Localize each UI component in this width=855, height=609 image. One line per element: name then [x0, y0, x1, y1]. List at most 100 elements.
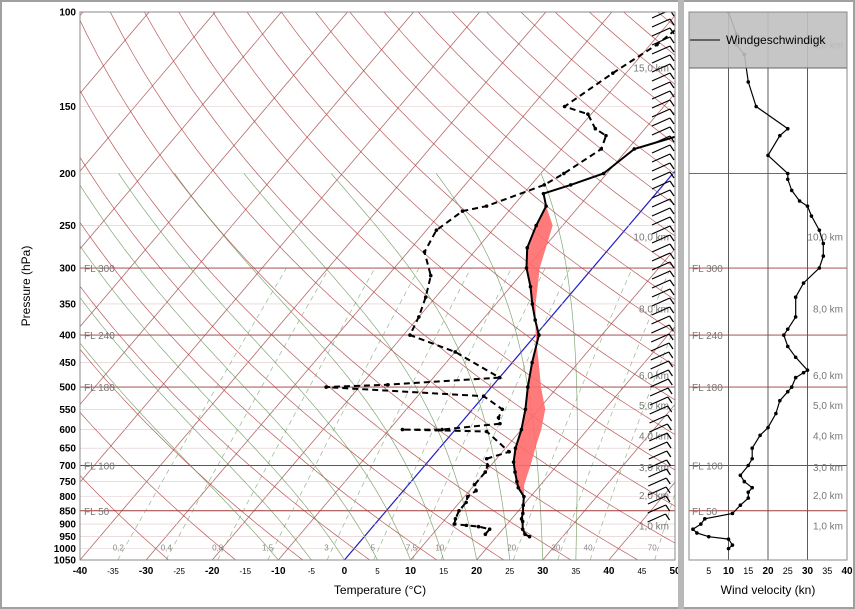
- mixing-ratio-line: [512, 267, 633, 560]
- wind-barb-flag: [666, 459, 672, 467]
- pressure-tick-label: 800: [59, 492, 76, 503]
- moist-adiabat-line: [174, 173, 444, 560]
- wind-barb: [650, 351, 670, 361]
- temperature-line-point: [511, 460, 516, 464]
- moist-adiabat-line: [118, 173, 411, 560]
- temperature-line-point: [568, 183, 573, 187]
- wind-speed-point: [821, 254, 826, 258]
- wind-speed-point: [766, 425, 770, 430]
- dry-adiabat-line: [281, 12, 675, 367]
- dry-adiabat-line: [80, 19, 639, 560]
- wind-speed-point: [805, 368, 810, 372]
- wind-barb-flag: [669, 171, 675, 179]
- wind-speed-point: [778, 398, 782, 403]
- wind-barb: [651, 180, 671, 190]
- isotherm-line: [0, 12, 17, 560]
- wind-barb-flag: [665, 504, 671, 512]
- wind-speed-chart: FL 300 FL 240 FL 180 FL 100 FL 50 5,0 km 10,0…: [688, 11, 853, 597]
- wind-barb: [651, 279, 671, 289]
- dewpoint-line-point: [324, 385, 328, 389]
- wind-barb-flag: [669, 234, 675, 242]
- temperature-tick-label: 0: [342, 566, 348, 577]
- wind-speed-point: [730, 511, 735, 516]
- legend: Windgeschwindigk: [688, 11, 848, 69]
- height-label: 3,0 km: [639, 463, 669, 474]
- mixing-ratio-line: [117, 267, 287, 560]
- dewpoint-line-point: [452, 522, 457, 526]
- pressure-tick-label: 500: [59, 383, 76, 394]
- temperature-line-point: [519, 427, 524, 432]
- temperature-line-point: [533, 318, 537, 322]
- wind-speed-point: [691, 527, 695, 531]
- temperature-tick-label: -15: [239, 567, 251, 576]
- temperature-line-point: [516, 485, 521, 490]
- temperature-tick-label: 10: [405, 566, 417, 577]
- temperature-line-point: [537, 333, 541, 337]
- wind-barb-flag: [669, 189, 675, 197]
- wind-barb: [651, 99, 671, 109]
- dewpoint-line-point: [483, 532, 488, 537]
- flight-level-label: FL 240: [84, 331, 115, 342]
- wind-height-label: 3,0 km: [813, 463, 843, 474]
- wind-barb: [651, 207, 671, 217]
- isotherm-line: [410, 248, 675, 560]
- wind-barb: [651, 234, 671, 244]
- mixing-ratio-label: 0,2: [113, 544, 125, 553]
- wind-barb-flag: [668, 324, 674, 332]
- height-label: 10,0 km: [633, 232, 669, 243]
- pressure-tick-label: 1000: [54, 544, 77, 555]
- moist-adiabat-line: [80, 184, 378, 560]
- dewpoint-line-point: [476, 524, 481, 529]
- wind-barb: [648, 477, 667, 487]
- wind-barb-flag: [669, 81, 675, 89]
- wind-speed-point: [738, 503, 743, 508]
- zero-isotherm-line: [343, 170, 675, 560]
- wind-barb-flag: [669, 36, 675, 44]
- dewpoint-line-point: [457, 508, 461, 513]
- wind-flight-level-label: FL 100: [692, 462, 723, 473]
- wind-speed-point: [809, 214, 814, 218]
- wind-speed-point: [785, 344, 790, 349]
- dewpoint-line: [326, 28, 675, 535]
- dewpoint-line-point: [485, 463, 490, 468]
- wind-barb-flag: [667, 387, 673, 395]
- wind-barb: [651, 27, 671, 37]
- wind-barb: [648, 441, 668, 451]
- moist-adiabat-line: [80, 245, 345, 560]
- wind-tick-label: 10: [723, 566, 735, 577]
- flight-level-label: FL 300: [84, 264, 115, 275]
- wind-barb-flag: [666, 432, 672, 440]
- dewpoint-line-point: [562, 104, 567, 109]
- mixing-ratio-line: [326, 267, 472, 560]
- temperature-line-point: [519, 517, 524, 521]
- wind-barb-flag: [669, 198, 675, 206]
- wind-barb-flag: [669, 45, 675, 53]
- wind-barb-flag: [665, 486, 671, 494]
- wind-barb: [651, 162, 671, 172]
- temperature-tick-label: 25: [505, 567, 514, 576]
- temperature-line-point: [520, 527, 525, 531]
- wind-barb: [647, 495, 667, 505]
- wind-flight-level-label: FL 240: [692, 331, 723, 342]
- wind-barb: [648, 432, 668, 442]
- temperature-line-point: [523, 532, 527, 537]
- wind-speed-point: [750, 446, 754, 451]
- wind-barb-flag: [669, 162, 675, 170]
- dewpoint-line-point: [484, 429, 489, 434]
- wind-barb: [651, 54, 671, 64]
- panel-divider: [678, 0, 684, 609]
- height-label: 8,0 km: [639, 305, 669, 316]
- temperature-line-point: [525, 245, 530, 250]
- pressure-tick-label: 750: [59, 477, 76, 488]
- wind-speed-point: [746, 496, 751, 500]
- wind-height-label: 5,0 km: [813, 401, 843, 412]
- wind-speed-point: [797, 199, 802, 203]
- dry-adiabat-line: [80, 411, 236, 560]
- wind-tick-label: 20: [762, 566, 774, 577]
- mixing-ratio-label: 70: [648, 544, 657, 553]
- wind-flight-level-label: FL 180: [692, 383, 723, 394]
- dewpoint-line-point: [498, 421, 502, 426]
- dewpoint-line-point: [474, 488, 478, 493]
- isotherm-line: [80, 12, 216, 172]
- wind-barb: [651, 45, 671, 55]
